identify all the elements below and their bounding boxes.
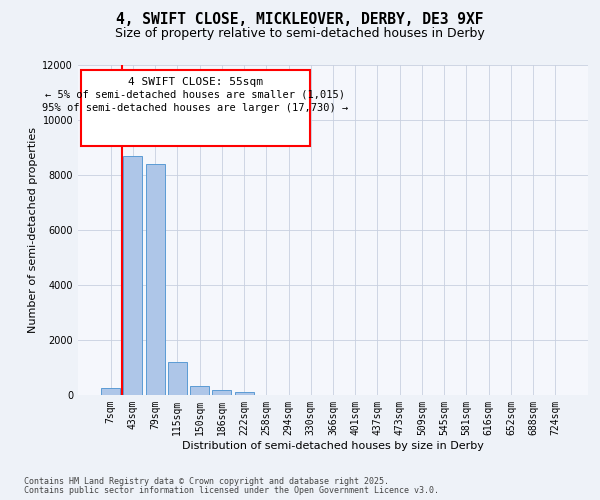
Bar (146, 164, 164, 395)
Bar (235, 392, 254, 395)
Bar (101, 388, 120, 395)
Text: ← 5% of semi-detached houses are smaller (1,015): ← 5% of semi-detached houses are smaller… (46, 90, 346, 100)
Bar (124, 156, 142, 395)
Text: 4 SWIFT CLOSE: 55sqm: 4 SWIFT CLOSE: 55sqm (128, 76, 263, 86)
Text: Contains public sector information licensed under the Open Government Licence v3: Contains public sector information licen… (24, 486, 439, 495)
Text: 4, SWIFT CLOSE, MICKLEOVER, DERBY, DE3 9XF: 4, SWIFT CLOSE, MICKLEOVER, DERBY, DE3 9… (116, 12, 484, 28)
Text: Contains HM Land Registry data © Crown copyright and database right 2025.: Contains HM Land Registry data © Crown c… (24, 477, 389, 486)
X-axis label: Distribution of semi-detached houses by size in Derby: Distribution of semi-detached houses by … (182, 440, 484, 450)
Bar (212, 390, 231, 395)
Y-axis label: Number of semi-detached properties: Number of semi-detached properties (28, 127, 38, 333)
Text: 95% of semi-detached houses are larger (17,730) →: 95% of semi-detached houses are larger (… (42, 103, 349, 113)
FancyBboxPatch shape (80, 70, 310, 146)
Text: Size of property relative to semi-detached houses in Derby: Size of property relative to semi-detach… (115, 28, 485, 40)
Bar (168, 362, 187, 395)
Bar (190, 386, 209, 395)
